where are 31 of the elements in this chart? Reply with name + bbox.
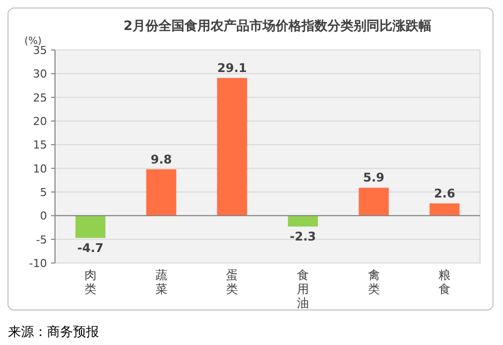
chart-title: 2月份全国食用农产品市场价格指数分类别同比涨跌幅 [123, 18, 432, 34]
data-label: 9.8 [150, 152, 172, 166]
y-axis-title: (%) [24, 36, 42, 47]
data-label: -4.7 [77, 240, 104, 255]
x-tick-label: 粮食 [438, 268, 451, 296]
data-label: -2.3 [290, 230, 316, 244]
bar [430, 203, 460, 216]
y-tick-label: 10 [33, 162, 47, 176]
bar [217, 78, 248, 216]
x-tick-label: 食用油 [296, 268, 309, 310]
y-tick-label: -5 [36, 233, 47, 246]
x-tick-label: 肉类 [84, 268, 96, 296]
y-tick-label: 5 [40, 186, 47, 199]
source-note: 来源：商务预报 [8, 325, 99, 340]
y-tick-label: 15 [33, 138, 47, 152]
data-label: 29.1 [217, 60, 247, 75]
data-label: 5.9 [363, 170, 384, 185]
bar [358, 188, 389, 216]
x-tick-label: 蔬菜 [155, 268, 168, 296]
bar [288, 216, 318, 227]
y-tick-label: -10 [29, 257, 47, 270]
bar [75, 216, 106, 238]
y-tick-label: 35 [33, 44, 47, 57]
y-tick-label: 20 [33, 115, 47, 128]
x-tick-label: 蛋类 [226, 268, 238, 296]
y-tick-label: 0 [40, 210, 47, 223]
bar [146, 169, 176, 216]
data-label: 2.6 [434, 186, 456, 200]
y-tick-label: 25 [33, 91, 47, 104]
y-tick-label: 30 [33, 68, 47, 81]
x-tick-label: 禽类 [368, 268, 380, 296]
